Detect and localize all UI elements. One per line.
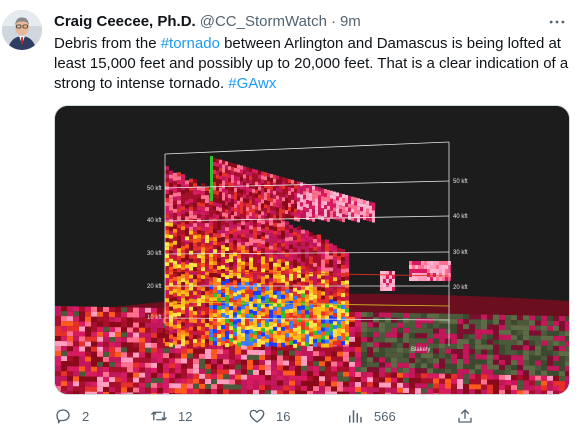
tweet-text-part: Debris from the xyxy=(54,35,161,52)
right-axis-label: 30 kft xyxy=(453,250,468,256)
hashtag-link[interactable]: #tornado xyxy=(160,35,220,52)
right-axis-label: 40 kft xyxy=(453,214,468,220)
display-name[interactable]: Craig Ceecee, Ph.D. xyxy=(54,13,196,30)
hashtag-link[interactable]: #GAwx xyxy=(228,75,277,92)
reply-button[interactable]: 2 xyxy=(54,404,89,428)
user-handle[interactable]: @CC_StormWatch xyxy=(199,13,327,30)
timestamp[interactable]: 9m xyxy=(339,13,361,30)
views-count: 566 xyxy=(374,408,396,424)
left-axis-label: 10 kft xyxy=(147,315,162,321)
separator-dot: · xyxy=(330,13,336,30)
avatar[interactable] xyxy=(2,10,42,50)
tweet-text-part: between Arlington and Damascus is being … xyxy=(54,35,569,92)
place-label: Blakely xyxy=(411,347,430,353)
share-button[interactable] xyxy=(456,404,474,428)
more-icon xyxy=(549,20,565,24)
left-axis-label: 20 kft xyxy=(147,284,162,290)
views-icon xyxy=(349,410,362,423)
tweet-header: Craig Ceecee, Ph.D. @CC_StormWatch · 9m xyxy=(54,12,361,32)
more-button[interactable] xyxy=(544,12,570,32)
right-axis-label: 20 kft xyxy=(453,285,468,291)
tweet-text: Debris from the #tornado between Arlingt… xyxy=(54,34,574,94)
like-count: 16 xyxy=(276,408,291,424)
left-axis-label: 50 kft xyxy=(147,186,162,192)
retweet-button[interactable]: 12 xyxy=(150,404,192,428)
action-bar: 2 12 16 566 xyxy=(54,404,534,428)
share-icon xyxy=(458,409,472,423)
right-axis-label: 50 kft xyxy=(453,179,468,185)
retweet-count: 12 xyxy=(178,408,193,424)
like-button[interactable]: 16 xyxy=(248,404,290,428)
reply-icon xyxy=(56,409,70,424)
avatar-photo xyxy=(2,10,42,50)
like-icon xyxy=(249,409,265,423)
radar-cross-section-image: 50 kft 40 kft 30 kft 20 kft 10 kft 50 kf… xyxy=(55,106,569,394)
views-button[interactable]: 566 xyxy=(346,404,396,428)
tweet-media-image[interactable]: 50 kft 40 kft 30 kft 20 kft 10 kft 50 kf… xyxy=(54,105,570,395)
left-axis-label: 40 kft xyxy=(147,218,162,224)
left-axis-label: 30 kft xyxy=(147,251,162,257)
reply-count: 2 xyxy=(82,408,90,424)
retweet-icon xyxy=(151,411,167,421)
